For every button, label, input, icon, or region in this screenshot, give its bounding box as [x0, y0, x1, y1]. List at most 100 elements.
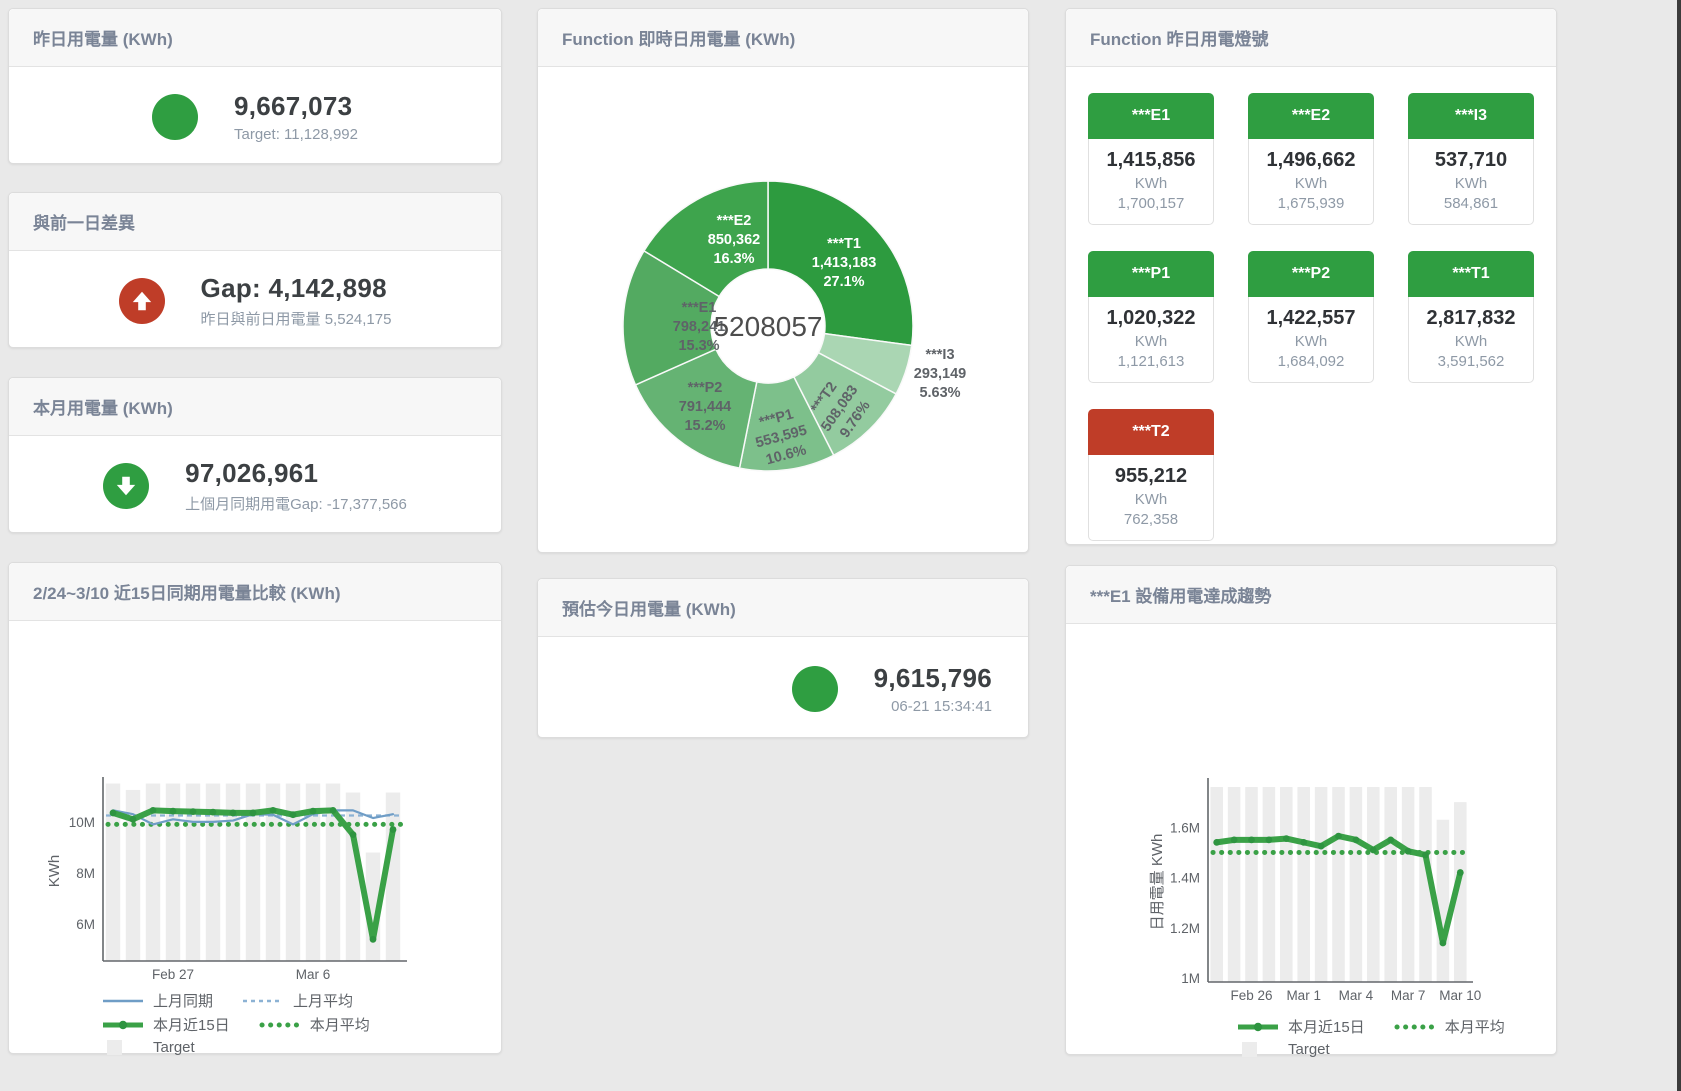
- light-tile-T1[interactable]: ***T1 2,817,832 KWh 3,591,562: [1408, 251, 1534, 383]
- tile-body: 955,212 KWh 762,358: [1088, 455, 1214, 541]
- legend-row: Target: [101, 1038, 501, 1056]
- svg-text:10M: 10M: [69, 815, 95, 830]
- target-bar: [285, 783, 301, 961]
- card-e1-trend-chart: ***E1 設備用電達成趨勢 1M 1.2M 1.4M 1.6M Feb 26 Mar 1…: [1065, 565, 1557, 1058]
- tile-unit: KWh: [1134, 491, 1168, 508]
- light-tile-E2[interactable]: ***E2 1,496,662 KWh 1,675,939: [1248, 93, 1374, 225]
- trend-line-chart: 1M 1.2M 1.4M 1.6M Feb 26 Mar 1 Mar 4 Mar 7 Mar 1…: [1149, 778, 1481, 1003]
- target-bar: [125, 789, 141, 961]
- legend-row: 上月同期 上月平均: [101, 990, 501, 1011]
- chart-legend: 本月近15日 本月平均 Target: [1236, 1016, 1556, 1058]
- legend-row: 本月近15日 本月平均: [1236, 1016, 1556, 1037]
- card-title: 2/24~3/10 近15日同期用電量比較 (KWh): [9, 563, 501, 621]
- card-title: 昨日用電量 (KWh): [9, 9, 501, 67]
- legend-row: Target: [1236, 1040, 1556, 1058]
- card-title: Function 昨日用電燈號: [1066, 9, 1556, 67]
- donut-slice-E1[interactable]: [622, 249, 721, 386]
- donut-slice-label: ***T1 1,413,183 27.1%: [812, 236, 877, 290]
- compare-line-chart: 6M 8M 10M Feb 27 Mar 6 KWh: [46, 777, 407, 982]
- svg-text:1.6M: 1.6M: [1170, 820, 1200, 835]
- arrow-up-icon: [118, 277, 165, 324]
- tile-target: 3,591,562: [1437, 353, 1505, 370]
- target-bar: [385, 792, 401, 961]
- card-title: Function 即時日用電量 (KWh): [538, 9, 1028, 67]
- card-yesterday-lights: Function 昨日用電燈號 ***E1 1,415,856 KWh 1,700,1…: [1065, 8, 1557, 545]
- card-title: 預估今日用電量 (KWh): [538, 579, 1028, 637]
- card-title: 與前一日差異: [9, 193, 501, 251]
- legend-item-line-thick[interactable]: 本月近15日: [1236, 1016, 1365, 1037]
- svg-text:***E1: ***E1: [682, 300, 717, 316]
- legend-item-bar[interactable]: Target: [101, 1038, 195, 1056]
- tile-body: 1,422,557 KWh 1,684,092: [1248, 297, 1374, 383]
- svg-text:15.2%: 15.2%: [684, 418, 725, 434]
- target-bar: [205, 783, 221, 961]
- target-bar: [1314, 787, 1328, 982]
- kpi-value: Gap: 4,142,898: [200, 272, 387, 303]
- target-bar: [265, 783, 281, 961]
- tile-value: 1,496,662: [1266, 149, 1356, 171]
- donut-slice-E2[interactable]: [642, 180, 769, 298]
- tile-target: 584,861: [1443, 195, 1499, 212]
- card-realtime-donut: Function 即時日用電量 (KWh) ***T1 1,413,183 27.1…: [537, 8, 1029, 553]
- legend-item-hline-dots[interactable]: 本月平均: [1393, 1016, 1505, 1037]
- legend-label: 本月近15日: [153, 1017, 230, 1034]
- target-bar: [1297, 787, 1310, 982]
- card-day-gap: 與前一日差異 Gap: 4,142,898 昨日與前日用電量 5,524,175: [8, 192, 502, 348]
- arrow-down-icon: [103, 462, 150, 509]
- svg-text:850,362: 850,362: [708, 232, 760, 248]
- light-tile-P1[interactable]: ***P1 1,020,322 KWh 1,121,613: [1088, 251, 1214, 383]
- svg-text:***P2: ***P2: [688, 380, 723, 396]
- window-right-edge: [1677, 0, 1681, 1091]
- light-tile-I3[interactable]: ***I3 537,710 KWh 584,861: [1408, 93, 1534, 225]
- target-bar: [1280, 787, 1293, 982]
- card-15day-compare-chart: 2/24~3/10 近15日同期用電量比較 (KWh) 6M 8M 10M Feb 2…: [8, 562, 502, 1056]
- light-tiles-grid: ***E1 1,415,856 KWh 1,700,157 ***E2 1,496,662…: [1066, 67, 1556, 541]
- svg-text:1.4M: 1.4M: [1170, 871, 1200, 886]
- light-tile-T2[interactable]: ***T2 955,212 KWh 762,358: [1088, 409, 1214, 541]
- legend-item-hline-dash[interactable]: 上月平均: [241, 990, 353, 1011]
- svg-text:Feb 26: Feb 26: [1230, 988, 1272, 1003]
- card-title: ***E1 設備用電達成趨勢: [1066, 566, 1556, 624]
- tile-value: 1,422,557: [1266, 307, 1356, 329]
- target-bar: [1262, 787, 1276, 982]
- card-estimate-today: 預估今日用電量 (KWh) 9,615,796 06-21 15:34:41: [537, 578, 1029, 738]
- tile-label: ***I3: [1408, 93, 1534, 139]
- svg-text:KWh: KWh: [46, 855, 63, 888]
- tile-label: ***E2: [1248, 93, 1374, 139]
- tile-body: 1,020,322 KWh 1,121,613: [1088, 297, 1214, 383]
- svg-text:1M: 1M: [1181, 971, 1200, 986]
- target-bar: [105, 783, 121, 961]
- tile-unit: KWh: [1134, 175, 1168, 192]
- target-bar: [1419, 787, 1432, 982]
- tile-target: 1,684,092: [1277, 353, 1345, 370]
- target-bar: [1210, 787, 1223, 982]
- donut-slice-label: ***I3 293,149 5.63%: [914, 347, 966, 401]
- kpi-subtitle: Target: 11,128,992: [234, 125, 358, 143]
- svg-text:Mar 7: Mar 7: [1391, 988, 1426, 1003]
- legend-item-bar[interactable]: Target: [1236, 1040, 1330, 1058]
- kpi-value: 97,026,961: [185, 457, 319, 488]
- target-bar: [1349, 787, 1363, 982]
- tile-target: 1,121,613: [1117, 353, 1185, 370]
- donut-center-total: 5208057: [713, 311, 822, 342]
- tile-target: 1,700,157: [1117, 195, 1185, 212]
- legend-item-line-thick[interactable]: 本月近15日: [101, 1014, 230, 1035]
- tile-target: 1,675,939: [1277, 195, 1345, 212]
- svg-text:8M: 8M: [76, 866, 95, 881]
- legend-label: Target: [1288, 1040, 1330, 1058]
- tile-value: 1,020,322: [1106, 307, 1196, 329]
- legend-item-hline-dots[interactable]: 本月平均: [258, 1014, 370, 1035]
- legend-label: 本月平均: [1444, 1019, 1505, 1036]
- tile-target: 762,358: [1123, 511, 1179, 528]
- legend-label: 上月平均: [293, 993, 354, 1010]
- tile-unit: KWh: [1454, 333, 1488, 350]
- light-tile-E1[interactable]: ***E1 1,415,856 KWh 1,700,157: [1088, 93, 1214, 225]
- svg-text:27.1%: 27.1%: [823, 274, 864, 290]
- light-tile-P2[interactable]: ***P2 1,422,557 KWh 1,684,092: [1248, 251, 1374, 383]
- svg-text:***I3: ***I3: [925, 347, 954, 363]
- donut-slice-P2[interactable]: [634, 348, 758, 470]
- donut-slice-T1[interactable]: [767, 180, 914, 347]
- legend-item-line[interactable]: 上月同期: [101, 990, 213, 1011]
- tile-value: 955,212: [1114, 465, 1188, 487]
- svg-text:16.3%: 16.3%: [713, 251, 754, 267]
